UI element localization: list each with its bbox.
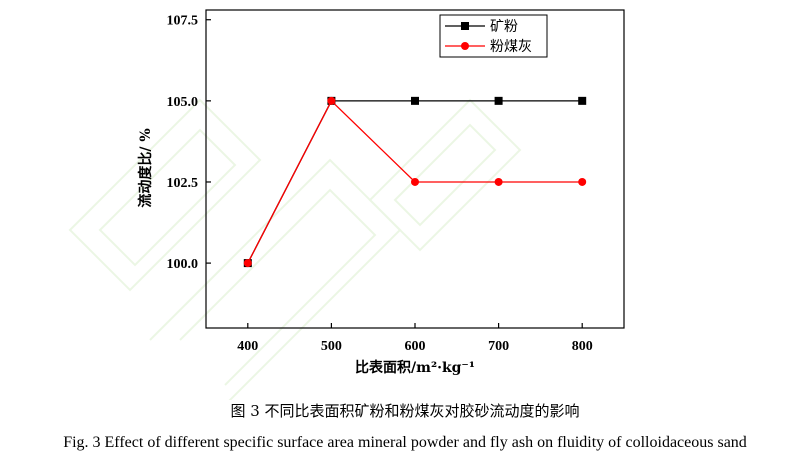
y-tick-label: 100.0	[167, 257, 199, 272]
point-fly-ash	[411, 177, 419, 186]
chart: 100.0 102.5 105.0 107.5 400 500 600 700 800 比表面…	[68, 9, 625, 400]
plot-area	[205, 9, 625, 329]
x-tick-label: 700	[488, 339, 509, 354]
x-tick-label: 400	[237, 339, 258, 354]
y-axis-title: 流动度比/ %	[137, 128, 154, 207]
x-tick-label: 600	[405, 339, 426, 354]
watermark	[68, 98, 522, 400]
point-fly-ash	[327, 96, 336, 105]
legend-box	[439, 14, 548, 58]
y-tick-label: 102.5	[167, 176, 199, 191]
legend: 矿粉 粉煤灰	[439, 14, 548, 58]
figure-caption-zh: 图 3 不同比表面积矿粉和粉煤灰对胶砂流动度的影响	[230, 402, 580, 420]
x-tick-label: 800	[572, 339, 593, 354]
legend-label-fly-ash: 粉煤灰	[490, 39, 532, 55]
point-mineral-powder	[494, 96, 503, 105]
point-fly-ash	[494, 177, 503, 186]
x-axis: 400 500 600 700 800	[237, 323, 593, 354]
x-axis-title: 比表面积/m²·kg⁻¹	[355, 359, 475, 376]
legend-marker-fly-ash	[461, 42, 469, 50]
legend-marker-mineral-powder	[461, 22, 469, 30]
series-layer	[243, 96, 587, 268]
legend-label-mineral-powder: 矿粉	[490, 19, 518, 35]
y-axis: 100.0 102.5 105.0 107.5	[167, 14, 211, 272]
point-fly-ash	[243, 259, 252, 268]
legend-item-mineral-powder: 矿粉	[445, 19, 518, 35]
y-tick-label: 107.5	[167, 14, 199, 29]
x-tick-label: 500	[321, 339, 342, 354]
y-tick-label: 105.0	[167, 95, 199, 110]
point-fly-ash	[578, 177, 587, 186]
point-mineral-powder	[578, 96, 587, 105]
figure-caption-en: Fig. 3 Effect of different specific surf…	[63, 434, 747, 451]
legend-item-fly-ash: 粉煤灰	[445, 39, 532, 55]
point-mineral-powder	[411, 96, 419, 105]
